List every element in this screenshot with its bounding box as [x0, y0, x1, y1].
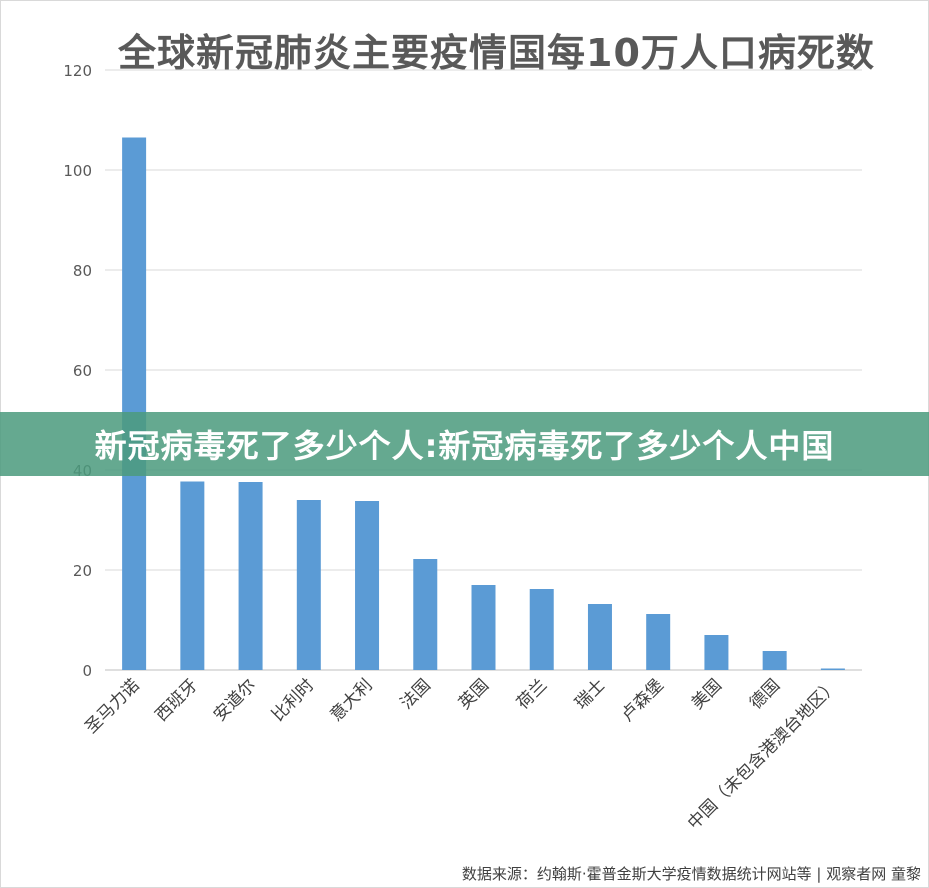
- source-note: 数据来源：约翰斯·霍普金斯大学疫情数据统计网站等 | 观察者网 童黎: [461, 865, 921, 883]
- bar: [704, 635, 729, 670]
- x-tick-label: 美国: [688, 675, 726, 713]
- y-tick-label: 120: [63, 62, 92, 80]
- bar: [529, 589, 554, 670]
- x-tick-label: 卢森堡: [618, 675, 668, 725]
- bar: [355, 501, 380, 670]
- bar: [646, 614, 671, 670]
- x-tick-label: 安道尔: [210, 675, 260, 725]
- y-tick-label: 100: [63, 162, 92, 180]
- bar: [238, 482, 263, 670]
- bar: [180, 481, 205, 670]
- x-tick-label: 荷兰: [513, 675, 551, 713]
- x-tick-label: 英国: [455, 675, 493, 713]
- bar: [587, 604, 612, 670]
- chart-title: 全球新冠肺炎主要疫情国每10万人口病死数: [118, 31, 875, 75]
- x-tick-label: 意大利: [326, 675, 376, 725]
- bar: [296, 500, 321, 670]
- x-tick-label: 德国: [746, 675, 784, 713]
- x-tick-label: 法国: [397, 675, 435, 713]
- y-tick-label: 80: [73, 262, 92, 280]
- x-tick-label: 瑞士: [571, 675, 609, 713]
- bar: [471, 585, 496, 670]
- y-tick-label: 20: [73, 562, 92, 580]
- bar: [122, 137, 147, 670]
- y-tick-label: 0: [82, 662, 92, 680]
- bar: [762, 651, 787, 670]
- x-tick-label: 比利时: [268, 675, 318, 725]
- banner-text: 新冠病毒死了多少个人:新冠病毒死了多少个人中国: [94, 427, 835, 465]
- x-tick-label: 圣马力诺: [81, 675, 143, 737]
- overlay-banner: 新冠病毒死了多少个人:新冠病毒死了多少个人中国: [0, 412, 929, 476]
- y-tick-label: 60: [73, 362, 92, 380]
- bar: [820, 668, 845, 670]
- x-tick-label: 西班牙: [152, 675, 202, 725]
- bar: [413, 559, 438, 670]
